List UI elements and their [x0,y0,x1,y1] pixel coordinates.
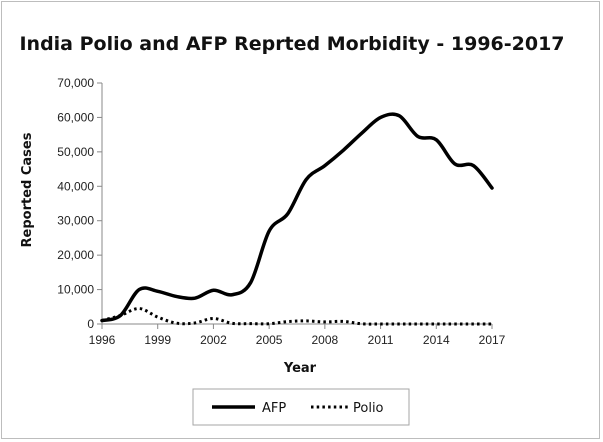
legend-afp-label: AFP [262,401,286,416]
y-tick-label: 10,000 [57,283,94,297]
x-tick-label: 2017 [479,333,506,347]
y-tick-label: 50,000 [57,145,94,159]
x-tick-label: 2002 [200,333,227,347]
x-axis-label: Year [283,361,317,376]
y-tick-label: 20,000 [57,248,94,262]
x-tick-label: 2008 [312,333,339,347]
series-layer [100,112,494,326]
x-tick-label: 2014 [423,333,450,347]
legend-polio-label: Polio [353,401,384,416]
x-tick-label: 1999 [144,333,171,347]
legend: AFP Polio [192,388,410,426]
x-tick-label: 2011 [368,333,394,347]
y-tick-label: 60,000 [57,110,94,124]
y-tick-label: 40,000 [57,179,94,193]
y-tick-label: 70,000 [57,76,94,90]
series-afp-line [100,112,494,323]
x-tick-label: 2005 [256,333,283,347]
y-axis-ticks: 0 10,000 20,000 30,000 40,000 50,000 60,000 70,… [57,76,102,331]
chart-title: India Polio and AFP Reprted Morbidity - … [19,33,564,55]
y-tick-label: 0 [87,317,94,331]
x-axis-ticks: 1996 1999 2002 2005 2008 2011 2014 2017 [89,324,506,347]
x-tick-label: 1996 [89,333,116,347]
series-polio-line [101,307,492,326]
y-tick-label: 30,000 [57,214,94,228]
y-axis-label: Reported Cases [20,132,35,247]
